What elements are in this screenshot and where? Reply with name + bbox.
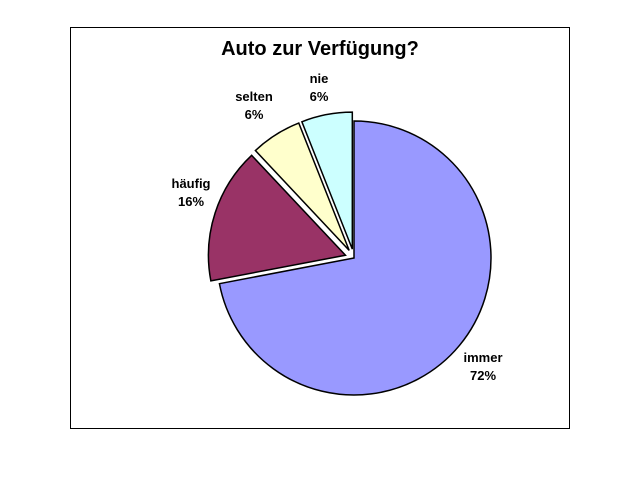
slice-label-immer: immer xyxy=(463,350,502,365)
chart-title: Auto zur Verfügung? xyxy=(221,38,419,60)
slice-label-nie: nie xyxy=(310,71,329,86)
slice-value-label-nie: 6% xyxy=(310,89,329,104)
pie-slice-nie xyxy=(300,111,354,250)
pie-slice-immer xyxy=(218,120,492,396)
slice-label-häufig: häufig xyxy=(172,176,211,191)
pie-slice-selten xyxy=(254,122,350,251)
slice-value-label-immer: 72% xyxy=(470,368,496,383)
chart-frame: Auto zur Verfügung? immer 72% häufig 16% sel… xyxy=(70,27,570,429)
slice-value-label-häufig: 16% xyxy=(178,194,204,209)
pie-chart: immer 72% häufig 16% selten 6% nie 6% xyxy=(172,71,503,396)
pie-slice-häufig xyxy=(207,154,347,282)
slice-label-selten: selten xyxy=(235,89,273,104)
slice-value-label-selten: 6% xyxy=(245,107,264,122)
